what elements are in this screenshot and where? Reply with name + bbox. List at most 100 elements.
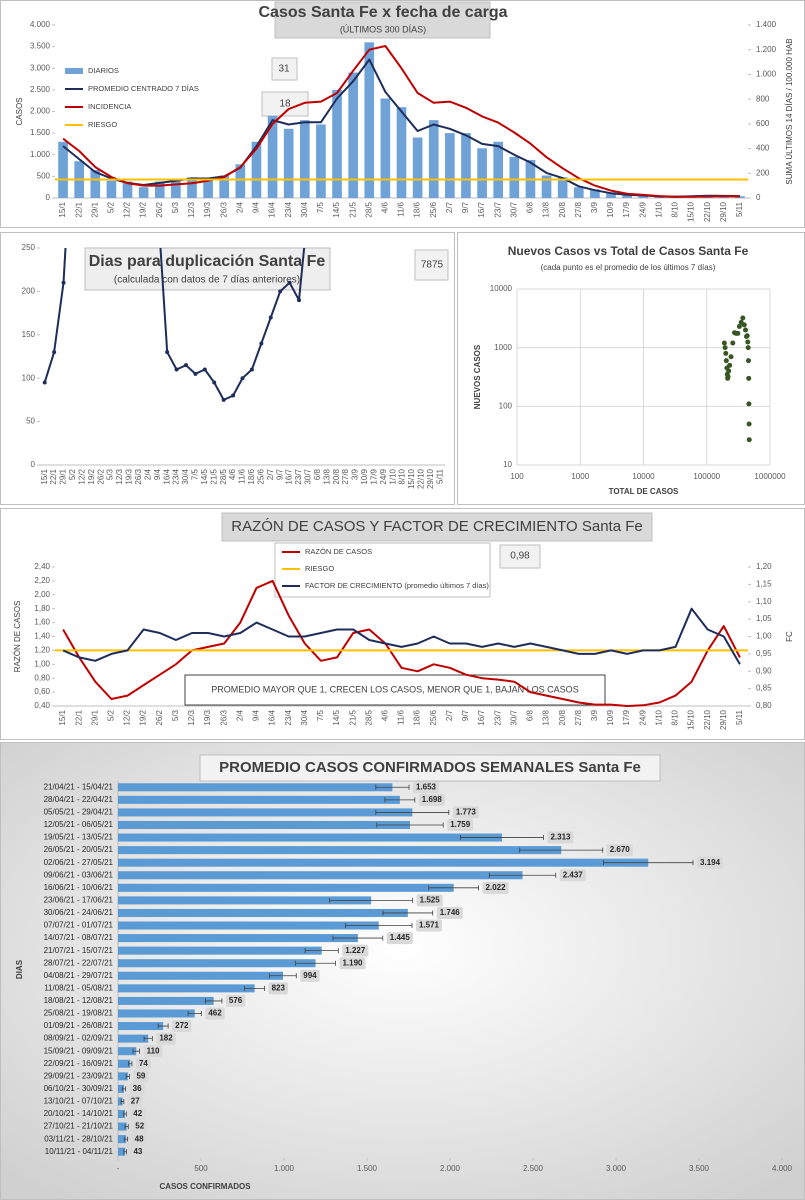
x-tick-label: 22/10 xyxy=(703,709,712,730)
y-tick-label: 11/08/21 - 05/08/21 xyxy=(44,983,113,992)
y-tick-label: 1.500 xyxy=(30,128,51,137)
x-tick-label: 2/4 xyxy=(235,201,244,213)
bar xyxy=(461,133,471,198)
bar xyxy=(428,120,439,198)
y-tick-label: 250 xyxy=(22,243,36,252)
x-tick-label: 17/9 xyxy=(622,201,631,217)
x-tick-label: 19/2 xyxy=(139,709,148,725)
x-tick-label: 12/3 xyxy=(187,201,196,217)
y2-tick-label: 200 xyxy=(756,168,770,177)
data-label: 1.653 xyxy=(416,782,437,791)
error-bar xyxy=(428,885,479,891)
data-label-box xyxy=(386,932,413,945)
x-tick-label: 100 xyxy=(510,472,524,481)
axis-label: SUMA ÚLTIMOS 14 DÍAS / 100.000 HAB xyxy=(785,38,794,184)
point xyxy=(212,380,217,385)
data-label-box xyxy=(127,1095,143,1108)
error-bar xyxy=(304,948,339,954)
data-label-box xyxy=(606,844,633,857)
x-tick-label: 26/2 xyxy=(155,201,164,217)
x-tick-label: 25/6 xyxy=(429,709,438,725)
data-label: 3.194 xyxy=(700,858,721,867)
data-label: 1.571 xyxy=(419,921,440,930)
y-tick-label: 1.000 xyxy=(30,150,51,159)
x-tick-label: 7/5 xyxy=(316,709,325,721)
point xyxy=(740,315,746,321)
x-tick-label: 29/10 xyxy=(719,709,728,730)
point xyxy=(745,345,751,351)
error-bar xyxy=(123,1136,129,1142)
annotation: 0,98 xyxy=(510,551,530,562)
bar xyxy=(606,192,616,198)
x-tick-label: 1000000 xyxy=(754,472,786,481)
x-tick-label: 28/5 xyxy=(364,709,373,725)
x-tick-label: 19/3 xyxy=(203,709,212,725)
x-tick-label: 30/7 xyxy=(509,709,518,725)
series-line xyxy=(62,45,740,198)
point xyxy=(726,368,732,374)
x-tick-label: 9/7 xyxy=(275,468,284,480)
x-tick-label: 15/10 xyxy=(687,709,696,730)
x-tick-label: 12/3 xyxy=(115,468,124,484)
error-bar xyxy=(128,1061,133,1067)
error-bar xyxy=(244,985,265,991)
bar xyxy=(106,180,117,198)
point xyxy=(722,345,728,351)
bar xyxy=(118,1047,137,1056)
bar xyxy=(316,124,326,198)
annotation: 7875 xyxy=(421,260,444,271)
x-tick-label: 13/8 xyxy=(542,201,551,217)
x-tick-label: 21/5 xyxy=(209,468,218,484)
y-tick-label: 3.500 xyxy=(30,42,51,51)
x-tick-label: 5/3 xyxy=(171,709,180,721)
x-tick-label: 14/5 xyxy=(332,709,341,725)
x-tick-label: 2/7 xyxy=(445,709,454,721)
error-bar xyxy=(329,897,414,903)
x-tick-label: 8/10 xyxy=(671,709,680,725)
x-tick-label: 3/9 xyxy=(590,201,599,213)
point xyxy=(746,421,752,427)
y-tick-label: 21/04/21 - 15/04/21 xyxy=(44,782,114,791)
data-label: 576 xyxy=(229,996,243,1005)
data-label-box xyxy=(143,1045,163,1058)
x-tick-label: 23/7 xyxy=(294,468,303,484)
title-box xyxy=(274,1,491,39)
data-label: 1.698 xyxy=(422,795,443,804)
error-bar xyxy=(375,809,450,815)
x-tick-label: 26/3 xyxy=(134,468,143,484)
point xyxy=(745,339,751,345)
bar xyxy=(118,883,454,892)
x-tick-label: 27/8 xyxy=(574,201,583,217)
axis-label: CASOS CONFIRMADOS xyxy=(159,1182,251,1191)
x-tick-label: 12/2 xyxy=(77,468,86,484)
x-tick-label: 5/2 xyxy=(107,201,116,213)
x-tick-label: 1/10 xyxy=(654,709,663,725)
point xyxy=(202,367,207,372)
data-label: 1.227 xyxy=(345,946,366,955)
y-tick-label: 08/09/21 - 02/09/21 xyxy=(44,1034,114,1043)
legend-label: RIESGO xyxy=(88,120,117,129)
x-tick-label: 15/1 xyxy=(40,468,49,484)
x-tick-label: 4.000 xyxy=(772,1164,793,1173)
x-tick-label: 5/3 xyxy=(171,201,180,213)
bar xyxy=(118,820,410,830)
error-bar xyxy=(124,1124,129,1130)
data-label-box xyxy=(300,969,320,982)
data-label: 27 xyxy=(131,1097,140,1106)
bar xyxy=(251,141,262,198)
point xyxy=(746,375,752,381)
y-tick-label: 10000 xyxy=(490,284,513,293)
point xyxy=(746,401,752,407)
data-label-box xyxy=(482,881,509,894)
bar xyxy=(735,196,745,198)
y2-tick-label: 800 xyxy=(756,94,770,103)
error-bar xyxy=(269,973,297,979)
chart-title: RAZÓN DE CASOS Y FACTOR DE CRECIMIENTO S… xyxy=(231,518,643,535)
bar xyxy=(283,128,294,198)
data-label: 52 xyxy=(135,1122,144,1131)
x-tick-label: 5/11 xyxy=(735,709,744,725)
bar xyxy=(235,164,246,198)
data-label: 272 xyxy=(175,1021,189,1030)
x-tick-label: 22/10 xyxy=(417,468,426,489)
bar xyxy=(219,175,230,198)
